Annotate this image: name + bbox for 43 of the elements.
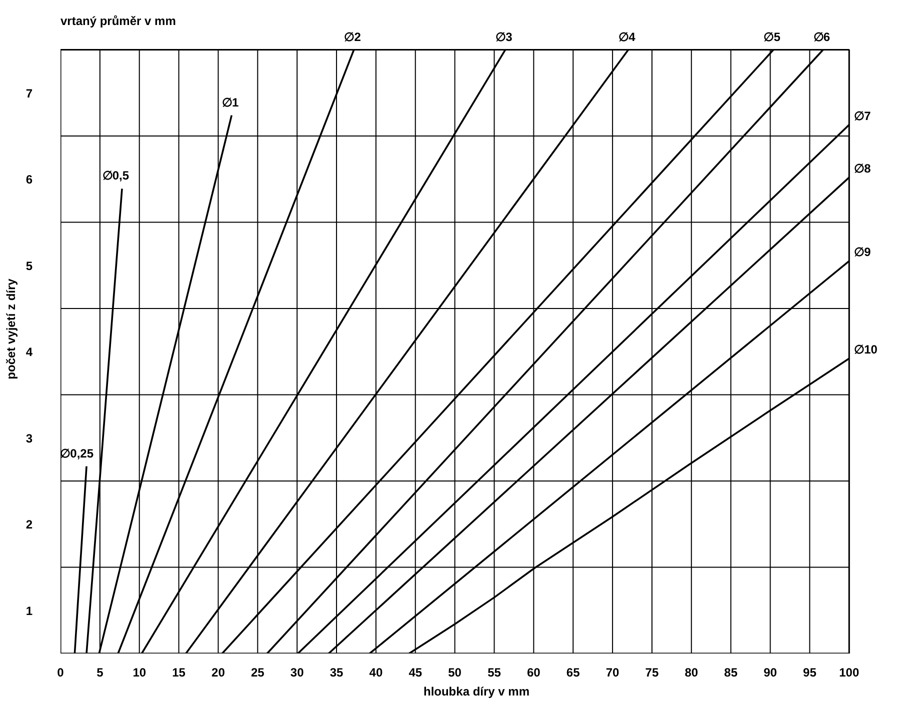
- x-tick-label: 95: [803, 666, 817, 680]
- x-tick-label: 65: [566, 666, 580, 680]
- x-axis-title: hloubka díry v mm: [423, 684, 530, 698]
- x-tick-label: 0: [57, 666, 64, 680]
- y-tick-label: 7: [26, 86, 33, 100]
- x-tick-label: 35: [330, 666, 344, 680]
- text: vrtaný průměr v mm: [60, 14, 176, 28]
- x-tick-label: 90: [764, 666, 778, 680]
- x-tick-label: 20: [212, 666, 226, 680]
- series-label: ∅0,25: [60, 446, 94, 460]
- y-tick-label: 1: [26, 604, 33, 618]
- x-tick-label: 50: [448, 666, 462, 680]
- x-tick-label: 100: [839, 666, 860, 680]
- y-axis-title: počet vyjetí z díry: [4, 278, 18, 380]
- x-tick-label: 80: [684, 666, 698, 680]
- y-tick-label: 5: [26, 258, 33, 273]
- y-tick-label: 6: [26, 172, 33, 187]
- series-label: ∅0,5: [102, 168, 130, 183]
- series-label: ∅10: [854, 342, 878, 357]
- series-label: ∅2: [344, 30, 362, 44]
- y-tick-label: 4: [26, 345, 33, 360]
- y-tick-label: 3: [26, 431, 33, 446]
- series-label: ∅1: [222, 95, 239, 110]
- y-tick-label: 2: [26, 518, 33, 532]
- x-tick-label: 40: [369, 666, 383, 680]
- x-tick-label: 70: [606, 666, 620, 680]
- series-label: ∅4: [618, 30, 636, 44]
- series-label: ∅9: [854, 245, 872, 260]
- series-label: ∅3: [496, 30, 513, 44]
- x-tick-label: 55: [488, 666, 502, 680]
- x-tick-label: 75: [645, 666, 659, 680]
- series-label: ∅5: [764, 30, 781, 44]
- series-label: ∅8: [854, 161, 872, 176]
- series-label: ∅7: [854, 108, 872, 123]
- x-tick-label: 60: [527, 666, 541, 680]
- x-tick-label: 85: [724, 666, 738, 680]
- x-tick-label: 5: [96, 666, 104, 680]
- x-tick-label: 25: [250, 666, 265, 680]
- x-tick-label: 15: [172, 666, 186, 680]
- x-tick-label: 10: [132, 666, 146, 680]
- x-tick-label: 30: [290, 666, 304, 680]
- x-tick-label: 45: [408, 666, 422, 680]
- series-label: ∅6: [813, 30, 830, 44]
